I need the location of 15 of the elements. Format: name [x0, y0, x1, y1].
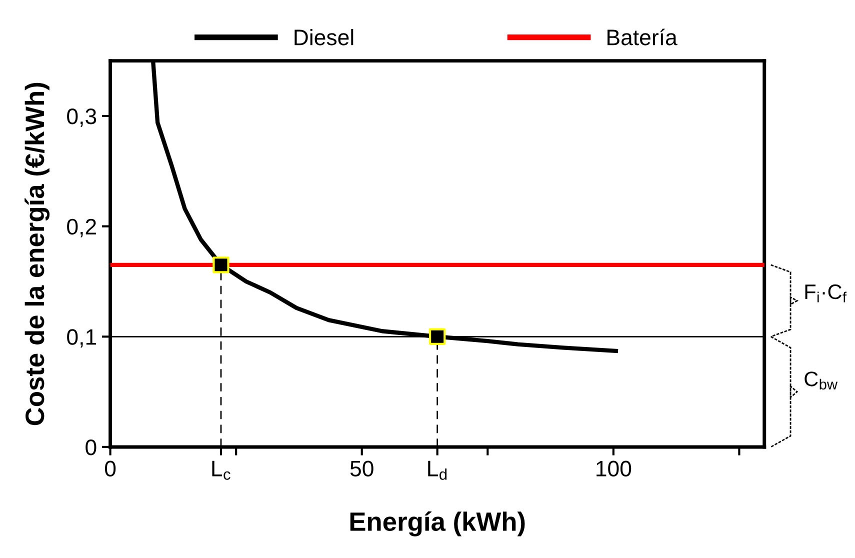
x-tick-label: L$_{d}$ — [428, 460, 447, 480]
x-tick-label: 50 — [350, 460, 374, 476]
y-tick-label: 0,1 — [67, 329, 96, 348]
y-tick-label: 0,2 — [67, 218, 96, 238]
y-axis-title: Coste de la energía (€/kWh) — [24, 82, 50, 426]
y-tick-label: 0,3 — [67, 108, 96, 127]
text: C$_{bw}$ — [804, 372, 838, 390]
legend-label: Diesel — [294, 28, 354, 46]
x-tick-label: 0 — [104, 460, 116, 476]
x-axis-title: Energía (kWh) — [350, 511, 525, 536]
text: F$_{i}$·C$_{f}$ — [805, 284, 847, 302]
y-tick-label: 0 — [86, 439, 96, 456]
legend-label: Batería — [608, 28, 678, 46]
x-tick-label: 100 — [596, 460, 632, 476]
x-tick-label: L$_{c}$ — [212, 460, 230, 480]
